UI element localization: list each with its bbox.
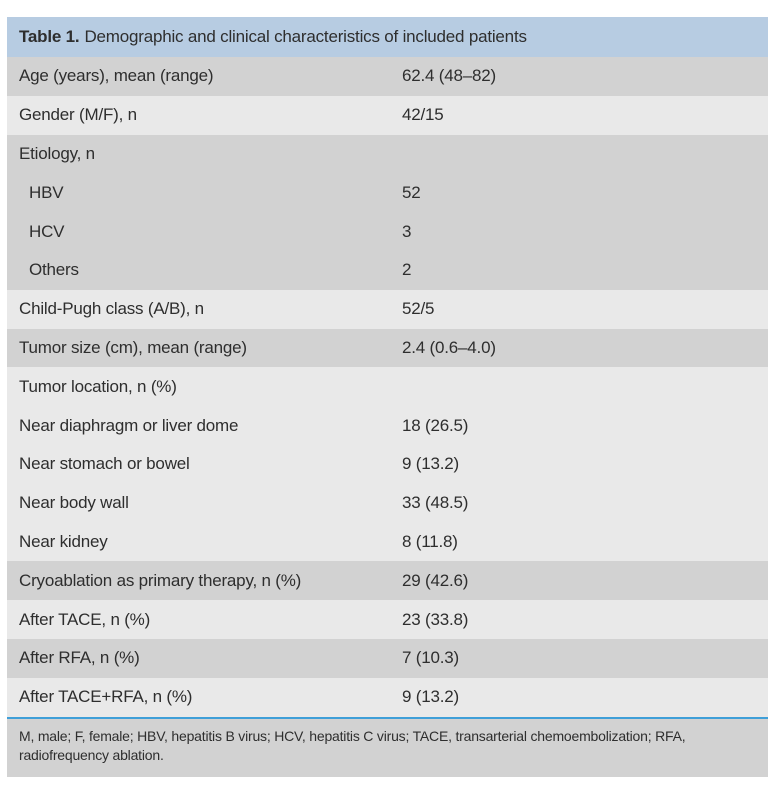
row-label: Near stomach or bowel [19, 454, 190, 474]
row-label: HBV [29, 182, 64, 202]
row-label: Others [29, 260, 79, 280]
table-row: Age (years), mean (range) 62.4 (48–82) [7, 57, 768, 96]
row-label: HCV [29, 221, 65, 241]
row-label: Gender (M/F), n [19, 105, 137, 125]
table-row: After RFA, n (%) 7 (10.3) [7, 638, 768, 678]
row-label: After TACE, n (%) [19, 609, 151, 629]
row-label: Near kidney [19, 531, 108, 551]
table-row: Etiology, n [7, 134, 768, 174]
row-value: 9 (13.2) [402, 687, 459, 707]
table-row: Others 2 [7, 250, 768, 290]
row-value: 52 [402, 182, 421, 202]
row-value: 29 (42.6) [402, 570, 469, 590]
table-row: HCV 3 [7, 212, 768, 251]
row-value: 3 [402, 221, 412, 241]
table-row: Child-Pugh class (A/B), n 52/5 [7, 289, 768, 329]
table-row: Cryoablation as primary therapy, n (%) 29… [7, 561, 768, 601]
table-row: Gender (M/F), n 42/15 [7, 95, 768, 135]
row-label: Tumor location, n (%) [19, 376, 177, 396]
table-footnote: M, male; F, female; HBV, hepatitis B vir… [7, 718, 768, 777]
table-row: Near stomach or bowel 9 (13.2) [7, 444, 768, 484]
row-label: After RFA, n (%) [19, 648, 140, 668]
table-body: Age (years), mean (range) 62.4 (48–82) Gen… [7, 57, 768, 717]
table-row: Near diaphragm or liver dome 18 (26.5) [7, 406, 768, 445]
row-value: 52/5 [402, 299, 435, 319]
row-value: 18 (26.5) [402, 415, 469, 435]
row-label: Child-Pugh class (A/B), n [19, 299, 204, 319]
row-label: After TACE+RFA, n (%) [19, 687, 193, 707]
table-title-text: Demographic and clinical characteristics… [84, 27, 527, 46]
table-row: HBV 52 [7, 173, 768, 213]
row-label: Age (years), mean (range) [19, 66, 214, 86]
row-value: 23 (33.8) [402, 609, 469, 629]
table-1: Table 1. Demographic and clinical charac… [7, 17, 768, 777]
table-row: After TACE, n (%) 23 (33.8) [7, 600, 768, 639]
row-value: 42/15 [402, 105, 444, 125]
row-value: 62.4 (48–82) [402, 66, 497, 86]
row-label: Tumor size (cm), mean (range) [19, 337, 247, 357]
row-label: Near diaphragm or liver dome [19, 415, 239, 435]
footnote-separator-line [7, 716, 768, 719]
table-row: Tumor size (cm), mean (range) 2.4 (0.6–4.… [7, 328, 768, 368]
row-label: Near body wall [19, 493, 129, 513]
row-label: Etiology, n [19, 143, 95, 163]
row-value: 2 [402, 260, 412, 280]
row-value: 7 (10.3) [402, 648, 459, 668]
table-row: Near kidney 8 (11.8) [7, 522, 768, 562]
table-row: Tumor location, n (%) [7, 367, 768, 407]
row-value: 33 (48.5) [402, 493, 469, 513]
table-title-band: Table 1. Demographic and clinical charac… [7, 17, 768, 57]
footnote-text: M, male; F, female; HBV, hepatitis B vir… [19, 727, 686, 764]
row-value: 9 (13.2) [402, 454, 459, 474]
table-title-label: Table 1. [19, 27, 80, 46]
row-value: 8 (11.8) [402, 531, 458, 551]
table-row: After TACE+RFA, n (%) 9 (13.2) [7, 677, 768, 717]
table-row: Near body wall 33 (48.5) [7, 483, 768, 523]
row-value: 2.4 (0.6–4.0) [402, 337, 496, 357]
row-label: Cryoablation as primary therapy, n (%) [19, 570, 302, 590]
